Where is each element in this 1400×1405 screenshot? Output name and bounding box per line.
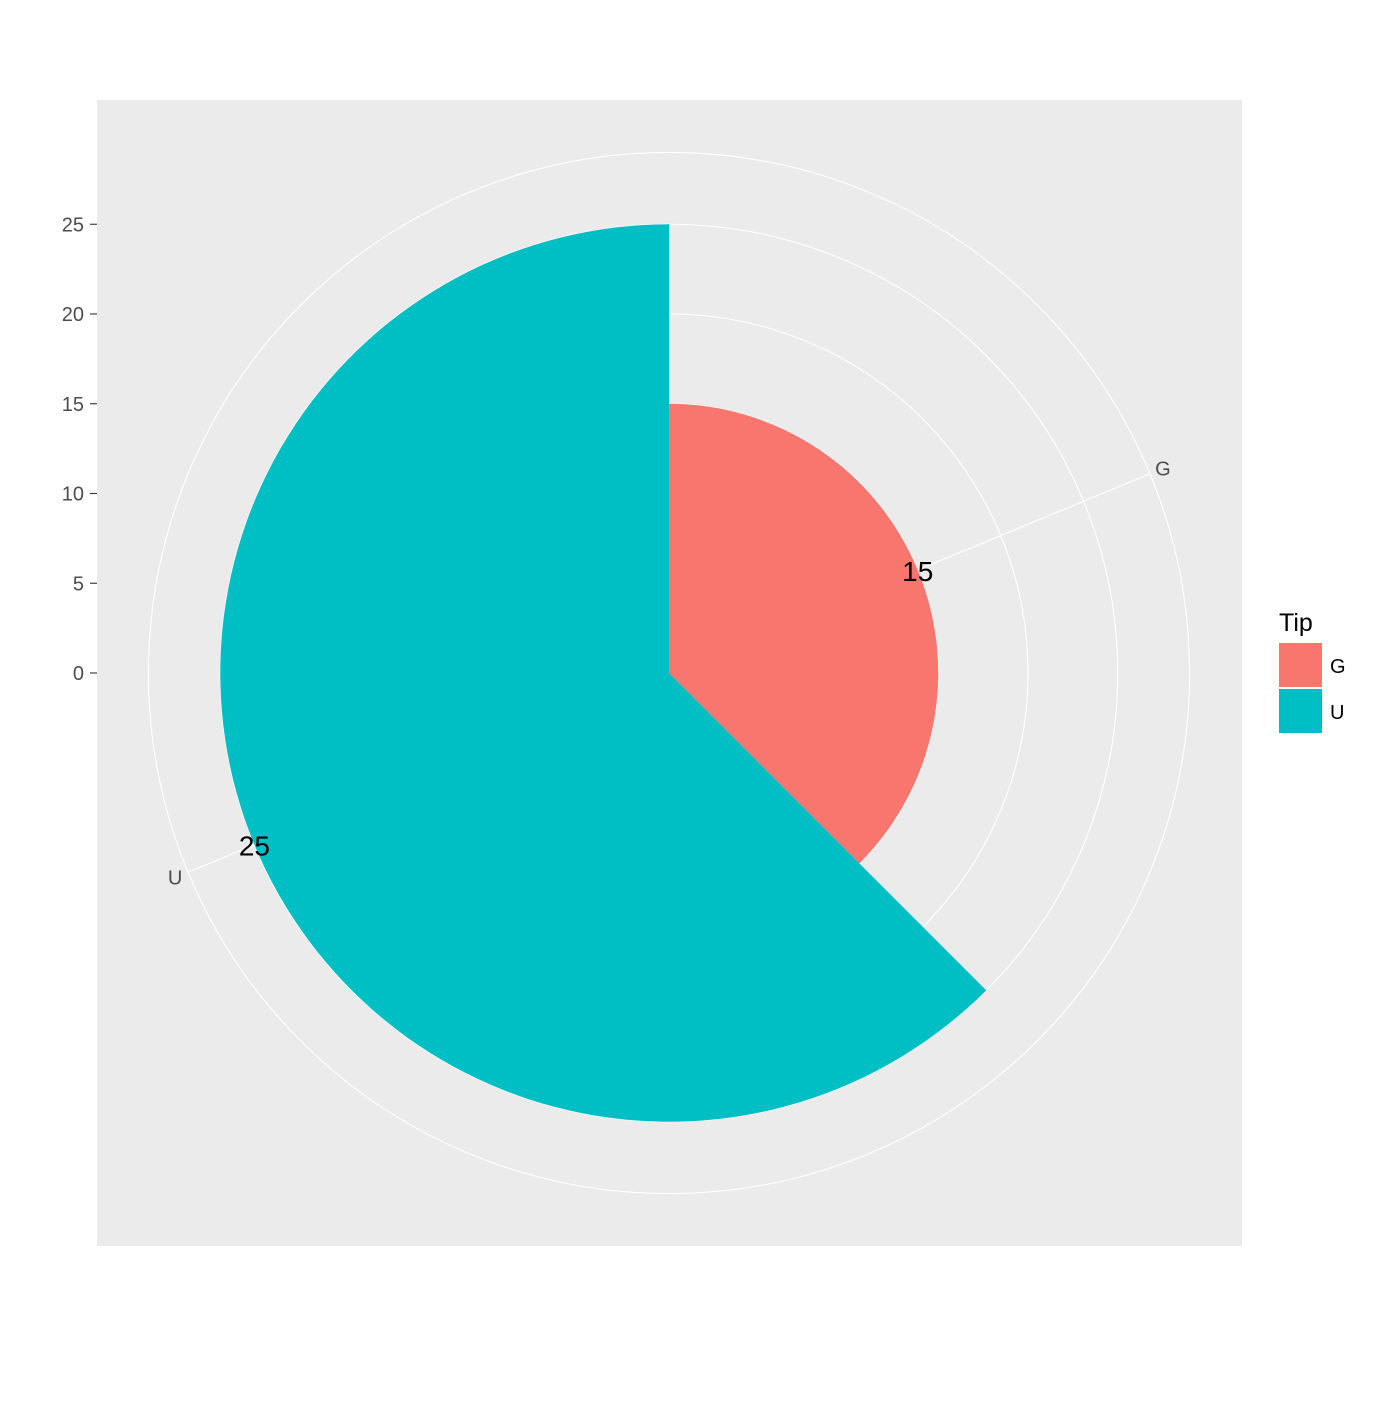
value-label-u: 25 bbox=[239, 831, 270, 862]
y-axis: 0 5 10 15 20 25 bbox=[62, 214, 97, 685]
legend-entries: GU bbox=[1279, 643, 1346, 733]
legend-title: Tip bbox=[1279, 609, 1313, 637]
y-tick-label: 15 bbox=[62, 394, 84, 416]
bar-u bbox=[220, 224, 987, 1122]
y-tick-label: 10 bbox=[62, 484, 84, 506]
legend-label-g: G bbox=[1330, 656, 1346, 678]
y-tick-label: 20 bbox=[62, 304, 84, 326]
bar-g bbox=[669, 403, 939, 864]
y-tick-label: 25 bbox=[62, 214, 84, 236]
legend-key-g bbox=[1279, 643, 1322, 687]
bars-layer bbox=[220, 224, 987, 1122]
legend-key-u bbox=[1279, 689, 1322, 733]
angle-label-g: G bbox=[1155, 458, 1171, 480]
y-tick-label: 5 bbox=[73, 573, 84, 595]
value-label-g: 15 bbox=[902, 556, 933, 587]
legend: Tip GU bbox=[1279, 609, 1346, 733]
y-tick-label: 0 bbox=[73, 663, 84, 685]
legend-label-u: U bbox=[1330, 702, 1344, 724]
grid-circle-outer bbox=[147, 151, 1191, 1195]
angle-label-u: U bbox=[168, 868, 182, 890]
angle-labels: GU bbox=[168, 458, 1171, 889]
